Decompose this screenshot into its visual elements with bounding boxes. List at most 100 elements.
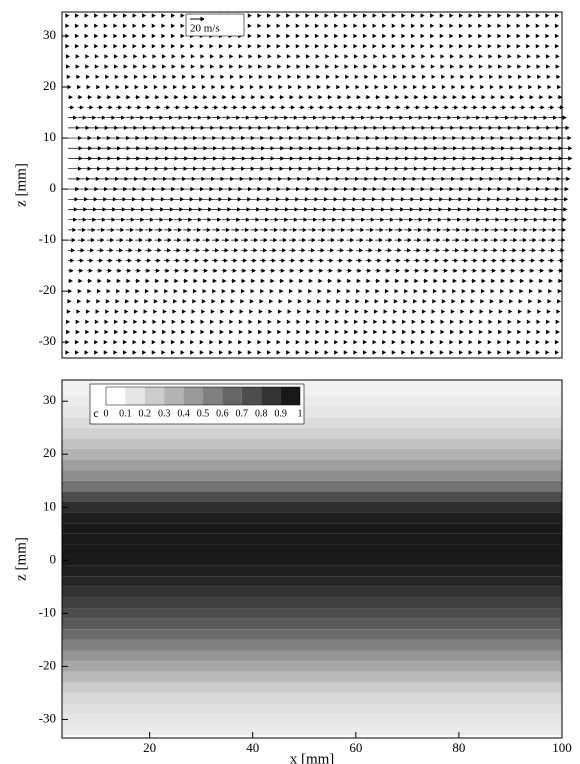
vector-arrow: [365, 84, 370, 90]
vector-arrow: [478, 329, 483, 335]
vector-arrow: [471, 258, 478, 263]
vector-arrow: [103, 23, 108, 28]
vector-arrow: [490, 288, 495, 294]
vector-arrow: [162, 64, 167, 69]
vector-arrow: [231, 278, 237, 284]
vector-arrow: [404, 227, 413, 233]
vector-arrow: [231, 258, 238, 263]
vector-arrow: [192, 227, 202, 233]
vector-arrow: [526, 54, 531, 59]
vector-arrow: [230, 299, 235, 304]
vector-arrow: [336, 115, 346, 120]
vector-arrow: [296, 54, 301, 59]
vector-arrow: [231, 248, 239, 253]
vector-arrow: [154, 268, 161, 273]
vector-arrow: [480, 258, 488, 263]
vector-arrow: [489, 309, 494, 314]
vector-arrow: [238, 64, 243, 69]
vector-arrow: [345, 309, 350, 314]
vector-arrow: [125, 207, 136, 212]
vector-arrow: [183, 237, 191, 243]
vector-arrow: [164, 288, 169, 294]
vector-arrow: [324, 13, 329, 18]
vector-arrow: [509, 95, 515, 100]
vector-arrow: [192, 237, 201, 243]
x-tick-label: 40: [246, 740, 259, 755]
vector-arrow: [87, 258, 94, 263]
vector-arrow: [96, 217, 106, 222]
vector-arrow: [343, 339, 348, 345]
vector-arrow: [410, 23, 416, 28]
vector-arrow: [298, 227, 307, 233]
vector-arrow: [103, 13, 108, 18]
concentration-band: [62, 395, 562, 407]
vector-arrow: [471, 95, 477, 100]
vector-arrow: [314, 339, 320, 345]
vector-arrow: [355, 299, 360, 304]
vector-arrow: [202, 237, 211, 243]
vector-arrow: [181, 309, 187, 314]
vector-arrow: [202, 278, 208, 284]
vector-arrow: [526, 329, 531, 335]
vector-arrow: [173, 115, 183, 120]
vector-arrow: [164, 217, 174, 222]
vector-arrow: [209, 44, 214, 49]
vector-arrow: [372, 350, 377, 355]
vector-arrow: [469, 309, 475, 314]
vector-arrow: [336, 278, 342, 284]
vector-arrow: [269, 217, 279, 222]
vector-arrow: [277, 329, 282, 335]
vector-arrow: [393, 84, 398, 90]
vector-arrow: [394, 237, 403, 243]
vector-arrow: [288, 227, 298, 233]
vector-arrow: [498, 64, 503, 69]
vector-arrow: [538, 186, 550, 192]
vector-arrow: [374, 299, 379, 304]
vector-arrow: [432, 258, 440, 263]
vector-arrow: [298, 95, 304, 100]
vector-arrow: [442, 248, 450, 253]
y-axis-label: z [mm]: [13, 163, 29, 207]
vector-arrow: [154, 105, 161, 110]
vector-arrow: [461, 258, 468, 263]
vector-arrow: [375, 95, 381, 100]
vector-arrow: [423, 227, 432, 233]
vector-arrow: [554, 33, 560, 39]
vector-arrow: [384, 237, 393, 243]
vector-arrow: [402, 319, 407, 324]
vector-arrow: [96, 258, 104, 263]
vector-arrow: [439, 23, 444, 28]
vector-arrow: [423, 258, 430, 263]
vector-arrow: [480, 268, 487, 273]
vector-arrow: [154, 217, 164, 222]
vector-arrow: [125, 278, 131, 284]
vector-arrow: [260, 95, 265, 100]
y-axis-label: z [mm]: [13, 537, 29, 581]
vector-arrow: [180, 33, 185, 39]
vector-arrow: [153, 84, 158, 90]
vector-arrow: [334, 13, 339, 18]
vector-arrow: [260, 197, 271, 202]
vector-arrow: [356, 217, 366, 222]
vector-arrow: [132, 350, 137, 355]
vector-arrow: [500, 278, 505, 284]
vector-arrow: [461, 248, 469, 253]
vector-arrow: [488, 329, 493, 335]
vector-arrow: [231, 288, 236, 294]
vector-arrow: [308, 217, 318, 222]
vector-arrow: [460, 309, 465, 314]
vector-arrow: [555, 319, 560, 324]
vector-arrow: [458, 350, 464, 355]
vector-arrow: [451, 299, 456, 304]
vector-arrow: [240, 237, 249, 243]
vector-arrow: [432, 186, 445, 192]
vector-arrow: [154, 95, 160, 100]
vector-arrow: [192, 84, 197, 90]
vector-arrow: [173, 288, 178, 294]
vector-arrow: [518, 299, 523, 304]
vector-arrow: [68, 268, 74, 273]
vector-arrow: [135, 227, 144, 233]
vector-arrow: [68, 227, 77, 233]
vector-arrow: [106, 95, 112, 100]
vector-arrow: [442, 115, 452, 120]
